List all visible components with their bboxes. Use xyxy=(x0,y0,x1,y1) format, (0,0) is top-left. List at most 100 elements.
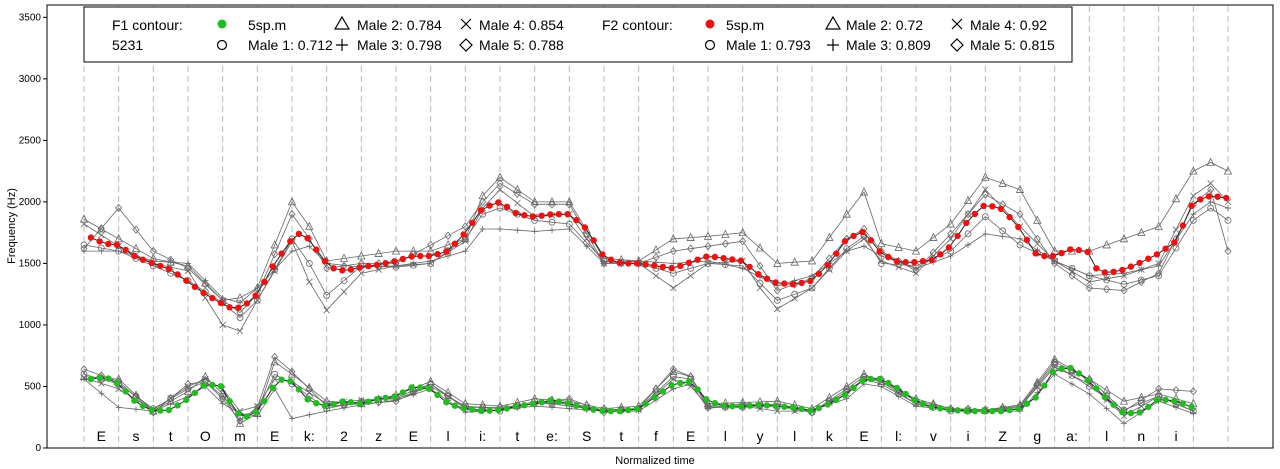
f1-mean-point xyxy=(252,408,259,416)
speaker-point xyxy=(981,172,990,181)
f2-mean-point xyxy=(668,264,675,272)
segment-label: k xyxy=(826,428,834,444)
speaker-point xyxy=(1086,272,1093,279)
y-tick-label: 3500 xyxy=(19,12,42,23)
f2-mean-point xyxy=(1101,269,1109,276)
f1-mean-point xyxy=(443,399,450,406)
segment-label: y xyxy=(757,428,764,444)
speaker-point xyxy=(306,243,313,250)
speaker-point xyxy=(1223,166,1233,175)
f1-mean-point xyxy=(824,401,831,408)
f1-mean-point xyxy=(1162,396,1169,403)
f1-mean-point xyxy=(850,384,857,392)
f1-mean-point xyxy=(1041,382,1048,389)
legend-f1-id: 5231 xyxy=(112,37,143,53)
f1-mean-point xyxy=(885,379,892,387)
segment-label: v xyxy=(930,428,937,444)
speaker-point xyxy=(669,233,678,243)
f2-mean-point xyxy=(1067,246,1074,253)
f1-mean-point xyxy=(1067,364,1074,372)
f2-mean-point xyxy=(590,237,597,244)
f1-mean-point xyxy=(521,402,528,409)
speaker-point xyxy=(1121,420,1127,427)
speaker-point xyxy=(218,388,227,398)
f1-mean-point xyxy=(547,397,554,404)
f2-mean-point xyxy=(486,202,493,209)
speaker-point xyxy=(514,199,521,207)
f1-mean-point xyxy=(529,400,537,408)
f2-mean-point xyxy=(555,211,563,218)
f2-mean-point xyxy=(685,259,693,266)
f2-mean-point xyxy=(694,256,701,263)
speaker-point xyxy=(374,248,383,257)
segment-label: i xyxy=(966,428,969,444)
legend-f2-male4: Male 4: 0.92 xyxy=(970,17,1047,33)
speaker-point xyxy=(566,405,573,412)
speaker-point xyxy=(548,200,556,209)
speaker-point xyxy=(861,243,867,250)
segment-label: E xyxy=(270,428,279,444)
speaker-point xyxy=(1154,221,1163,230)
f2-mean-point xyxy=(1188,202,1195,209)
f2-mean-point xyxy=(1006,213,1013,221)
f2-mean-point xyxy=(841,238,849,245)
f2-mean-point xyxy=(339,267,346,274)
f2-mean-point xyxy=(659,263,667,271)
speaker-point xyxy=(704,242,712,251)
f1-mean-point xyxy=(425,385,433,392)
f2-mean-point xyxy=(122,246,129,254)
legend-f1-male5-marker xyxy=(459,38,473,52)
speaker-point xyxy=(479,197,487,207)
speaker-point xyxy=(686,232,695,241)
f1-mean-point xyxy=(859,377,866,384)
f2-mean-point xyxy=(252,292,259,299)
f1-mean-point xyxy=(495,406,502,414)
speaker-point xyxy=(704,402,712,411)
speaker-point xyxy=(1190,211,1197,218)
f1-mean-point xyxy=(469,406,476,413)
speaker-point xyxy=(982,230,989,237)
f1-mean-point xyxy=(867,375,875,383)
speaker-point xyxy=(1207,185,1215,194)
speaker-point xyxy=(531,228,538,235)
speaker-f2-male-2 xyxy=(79,157,1233,304)
speaker-point xyxy=(1051,357,1059,366)
f2-mean-point xyxy=(789,281,797,288)
f2-mean-point xyxy=(1197,196,1204,203)
speaker-point xyxy=(583,243,590,250)
segment-label: l xyxy=(724,428,727,444)
f1-mean-point xyxy=(486,407,493,414)
f2-mean-point xyxy=(495,199,502,206)
speaker-point xyxy=(80,244,88,253)
f2-mean-point xyxy=(1058,249,1065,257)
segment-label: E xyxy=(686,428,695,444)
speaker-point xyxy=(963,195,973,205)
speaker-point xyxy=(131,243,141,253)
segment-label: Z xyxy=(998,428,1007,444)
speaker-point xyxy=(669,365,677,374)
legend-f2-mean-marker xyxy=(705,19,715,29)
speaker-point xyxy=(1138,266,1145,273)
x-axis-title: Normalized time xyxy=(615,455,694,467)
speaker-point xyxy=(184,383,192,390)
speaker-point xyxy=(1137,277,1145,286)
speaker-point xyxy=(80,374,88,382)
speaker-point xyxy=(323,292,331,299)
f1-mean-point xyxy=(1093,385,1100,392)
f1-mean-point xyxy=(261,398,268,405)
speaker-point xyxy=(513,189,521,199)
f2-mean-point xyxy=(607,256,615,263)
legend-f1-mean-marker xyxy=(217,19,227,29)
speaker-point xyxy=(947,229,955,238)
speaker-point xyxy=(808,284,816,292)
segment-label: l xyxy=(793,428,796,444)
speaker-point xyxy=(1015,184,1025,193)
f1-mean-point xyxy=(841,391,849,398)
speaker-point xyxy=(860,235,868,243)
f1-mean-point xyxy=(564,400,571,407)
speaker-point xyxy=(184,267,192,275)
f2-mean xyxy=(87,193,1230,311)
legend-f1-male1: Male 1: 0.712 xyxy=(248,37,333,53)
speaker-point xyxy=(1189,387,1197,396)
